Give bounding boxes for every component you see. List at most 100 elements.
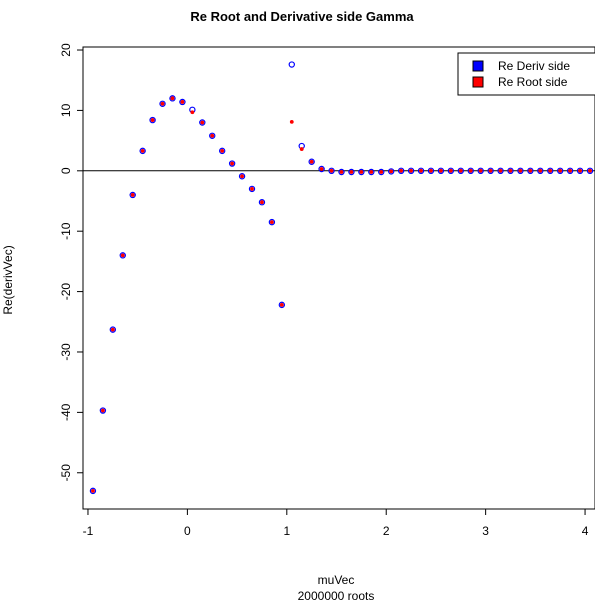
y-tick-label: 20 [59, 43, 73, 57]
deriv-point [218, 147, 226, 155]
deriv-point [477, 167, 484, 175]
root-point [299, 147, 304, 151]
root-point [210, 133, 215, 138]
root-point [309, 159, 314, 164]
y-axis-label: Re(derivVec) [1, 245, 15, 314]
deriv-point [238, 173, 246, 180]
chart-title: Re Root and Derivative side Gamma [190, 9, 414, 24]
root-point [588, 168, 592, 173]
deriv-point [586, 167, 594, 175]
deriv-point [368, 168, 375, 176]
x-tick-label: -1 [83, 524, 94, 538]
deriv-point [447, 167, 455, 175]
x-tick-label: 4 [582, 524, 589, 538]
root-point [269, 220, 274, 225]
root-point [240, 174, 244, 179]
root-point [349, 170, 354, 174]
deriv-point [417, 167, 425, 175]
root-point [508, 168, 513, 173]
root-point [488, 168, 493, 173]
deriv-point [228, 160, 236, 167]
x-tick-label: 0 [184, 524, 191, 538]
root-point [538, 168, 543, 173]
deriv-point [139, 147, 146, 155]
deriv-point [407, 167, 415, 175]
deriv-point [487, 167, 494, 175]
deriv-point [547, 167, 554, 175]
y-tick-label: -20 [59, 283, 73, 301]
root-point [140, 148, 145, 153]
deriv-point [457, 167, 464, 175]
deriv-point [527, 167, 534, 175]
y-tick-label: 0 [59, 167, 73, 174]
root-point [190, 110, 195, 115]
deriv-point [199, 119, 206, 126]
plot-frame [82, 46, 595, 510]
root-point [468, 168, 473, 173]
deriv-point [566, 167, 574, 175]
deriv-point [537, 167, 544, 175]
deriv-point [437, 167, 445, 175]
root-point [250, 187, 254, 191]
root-point [518, 168, 523, 173]
deriv-point [129, 191, 136, 199]
legend-box [457, 52, 595, 96]
root-point [200, 120, 205, 125]
x-tick-label: 3 [482, 524, 489, 538]
root-point [448, 168, 453, 173]
root-point [260, 200, 264, 205]
root-point [319, 167, 324, 171]
deriv-point [89, 487, 97, 495]
deriv-point [557, 167, 564, 175]
deriv-point [427, 167, 435, 175]
root-point [379, 170, 384, 174]
deriv-point [517, 167, 524, 175]
deriv-point [338, 168, 345, 176]
deriv-point [278, 301, 286, 309]
deriv-point [159, 100, 166, 107]
x-tick-label: 1 [283, 524, 290, 538]
root-point [458, 168, 463, 173]
root-point [359, 170, 364, 174]
legend-label: Re Deriv side [498, 59, 570, 73]
deriv-point [387, 168, 395, 175]
deriv-point [119, 252, 126, 259]
root-point [558, 168, 563, 173]
deriv-point [268, 218, 276, 226]
deriv-point [99, 407, 107, 414]
legend: Re Deriv side Re Root side [457, 52, 595, 96]
deriv-point [169, 95, 176, 102]
deriv-point [288, 61, 295, 68]
root-point [578, 168, 582, 173]
root-point [329, 168, 334, 173]
deriv-point [497, 167, 504, 175]
root-point [180, 100, 185, 104]
root-point [399, 168, 404, 173]
x-axis-label: muVec [318, 573, 355, 587]
deriv-point [109, 326, 117, 333]
deriv-point [328, 167, 335, 175]
legend-swatch [472, 76, 484, 88]
root-point [429, 168, 433, 173]
root-point [369, 170, 374, 174]
root-point [289, 119, 294, 124]
deriv-point [209, 132, 216, 139]
deriv-point [358, 168, 365, 176]
y-tick-label: 10 [59, 103, 73, 117]
deriv-point [467, 167, 474, 175]
root-point [528, 168, 533, 173]
deriv-point [507, 167, 514, 175]
y-tick-label: -50 [59, 464, 73, 482]
root-point [439, 168, 443, 173]
deriv-point [308, 158, 315, 165]
root-point [91, 488, 95, 493]
root-point [110, 327, 115, 332]
legend-swatch [472, 60, 484, 72]
root-point [419, 168, 423, 173]
legend-label: Re Root side [498, 75, 568, 89]
x-axis-sublabel: 2000000 roots [298, 589, 375, 603]
deriv-point [378, 168, 385, 176]
root-point [568, 168, 573, 173]
